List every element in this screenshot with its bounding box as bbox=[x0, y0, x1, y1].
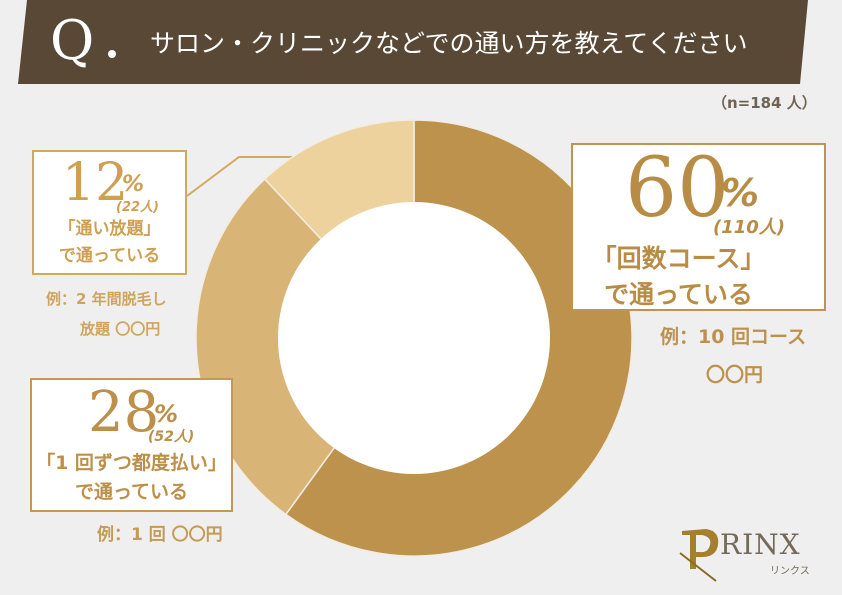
pct-symbol: % bbox=[154, 400, 179, 428]
pct-count: (52人) bbox=[148, 429, 195, 445]
donut-hole bbox=[278, 202, 550, 474]
pct-symbol: % bbox=[122, 172, 145, 197]
pct-value: 12 bbox=[62, 153, 129, 213]
callout-payg: 28 % (52人) 「1 回ずつ都度払い」 で通っている bbox=[30, 378, 233, 512]
callout-label: 「回数コース」 bbox=[591, 244, 766, 273]
rinx-logo-sub: リンクス bbox=[770, 566, 810, 577]
rinx-logo-text: RINX bbox=[720, 528, 801, 561]
q-dot bbox=[108, 50, 116, 58]
callout-label: 「1 回ずつ都度払い」 bbox=[36, 452, 227, 474]
pct-count: (110人) bbox=[713, 217, 786, 238]
callout-label: 「通い放題」 bbox=[58, 219, 161, 239]
question-header: Q サロン・クリニックなどでの通い方を教えてください bbox=[0, 0, 842, 84]
rinx-logo-mark bbox=[679, 529, 719, 582]
pct-value: 60 bbox=[625, 141, 730, 236]
example-course: 例：10 回コース bbox=[660, 326, 807, 348]
q-mark: Q bbox=[50, 9, 95, 72]
callout-course: 60 % (110人) 「回数コース」 で通っている bbox=[571, 141, 826, 311]
pct-symbol: % bbox=[721, 171, 760, 215]
callout-sublabel: で通っている bbox=[74, 481, 189, 503]
callout-unlimited: 12 % (22人) 「通い放題」 で通っている bbox=[32, 150, 187, 275]
example-payg: 例：1 回 〇〇円 bbox=[97, 525, 223, 545]
example-course-price: 〇〇円 bbox=[706, 364, 764, 386]
example-unlimited: 例：2 年間脱毛し bbox=[46, 290, 167, 308]
header-banner bbox=[18, 0, 808, 84]
sample-size: （n=184 人） bbox=[712, 94, 817, 112]
pct-count: (22人) bbox=[116, 200, 159, 215]
callout-sublabel: で通っている bbox=[604, 280, 753, 309]
example-unlimited-price: 放題 〇〇円 bbox=[80, 320, 161, 338]
pct-value: 28 bbox=[88, 380, 160, 445]
callout-sublabel: で通っている bbox=[58, 246, 161, 266]
question-title: サロン・クリニックなどでの通い方を教えてください bbox=[150, 29, 748, 58]
